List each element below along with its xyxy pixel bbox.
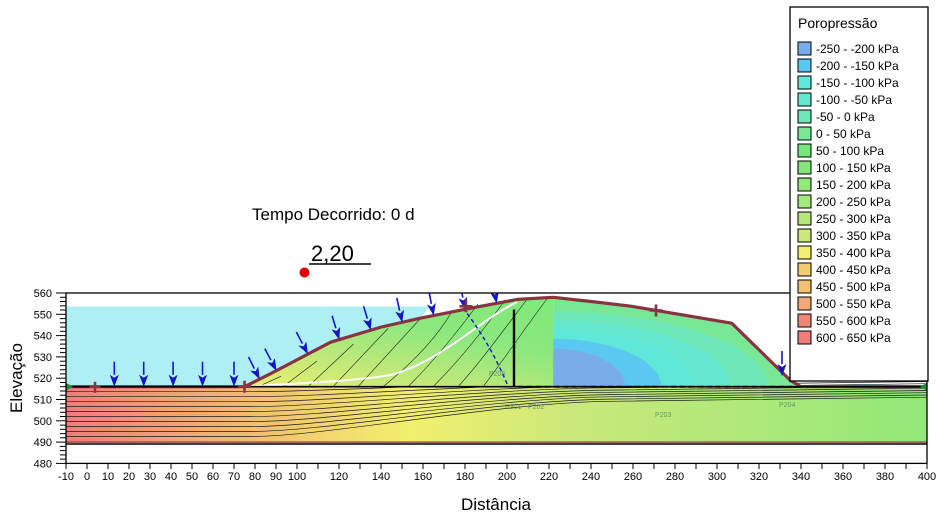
- svg-text:450 - 500 kPa: 450 - 500 kPa: [816, 280, 891, 294]
- svg-text:530: 530: [34, 352, 52, 364]
- svg-text:250 - 300 kPa: 250 - 300 kPa: [816, 212, 891, 226]
- svg-text:10: 10: [102, 471, 114, 483]
- svg-text:280: 280: [666, 471, 684, 483]
- svg-text:490: 490: [34, 437, 52, 449]
- svg-text:-100 - -50 kPa: -100 - -50 kPa: [816, 93, 892, 107]
- svg-text:520: 520: [34, 373, 52, 385]
- svg-text:300: 300: [708, 471, 726, 483]
- svg-text:240: 240: [582, 471, 600, 483]
- svg-text:300 - 350 kPa: 300 - 350 kPa: [816, 229, 891, 243]
- svg-text:20: 20: [123, 471, 135, 483]
- svg-text:-250 - -200 kPa: -250 - -200 kPa: [816, 42, 899, 56]
- svg-text:320: 320: [750, 471, 768, 483]
- svg-text:0: 0: [84, 471, 90, 483]
- svg-text:Elevação: Elevação: [7, 343, 26, 413]
- svg-text:50 - 100 kPa: 50 - 100 kPa: [816, 144, 884, 158]
- svg-text:510: 510: [34, 395, 52, 407]
- svg-text:160: 160: [414, 471, 432, 483]
- svg-text:120: 120: [330, 471, 348, 483]
- svg-text:480: 480: [34, 458, 52, 470]
- svg-text:-50 - 0 kPa: -50 - 0 kPa: [816, 110, 875, 124]
- svg-text:-10: -10: [58, 471, 74, 483]
- svg-text:150 - 200 kPa: 150 - 200 kPa: [816, 178, 891, 192]
- svg-text:180: 180: [456, 471, 474, 483]
- svg-text:40: 40: [165, 471, 177, 483]
- svg-text:200 - 250 kPa: 200 - 250 kPa: [816, 195, 891, 209]
- svg-text:-200 - -150 kPa: -200 - -150 kPa: [816, 59, 899, 73]
- svg-text:100: 100: [288, 471, 306, 483]
- svg-text:140: 140: [372, 471, 390, 483]
- svg-text:P204: P204: [779, 402, 795, 409]
- svg-text:30: 30: [144, 471, 156, 483]
- svg-text:600 - 650 kPa: 600 - 650 kPa: [816, 331, 891, 345]
- svg-text:260: 260: [624, 471, 642, 483]
- svg-text:220: 220: [540, 471, 558, 483]
- svg-text:Tempo Decorrido: 0 d: Tempo Decorrido: 0 d: [252, 205, 415, 224]
- svg-text:540: 540: [34, 331, 52, 343]
- svg-text:80: 80: [249, 471, 261, 483]
- svg-text:400 - 450 kPa: 400 - 450 kPa: [816, 263, 891, 277]
- svg-text:70: 70: [228, 471, 240, 483]
- svg-text:P205: P205: [489, 371, 505, 378]
- svg-text:550 - 600 kPa: 550 - 600 kPa: [816, 314, 891, 328]
- svg-text:-150 - -100 kPa: -150 - -100 kPa: [816, 76, 899, 90]
- svg-text:340: 340: [792, 471, 810, 483]
- svg-text:2,20: 2,20: [311, 241, 354, 266]
- svg-text:0 - 50 kPa: 0 - 50 kPa: [816, 127, 871, 141]
- svg-text:Poropressão: Poropressão: [798, 15, 878, 31]
- svg-text:360: 360: [834, 471, 852, 483]
- svg-text:50: 50: [186, 471, 198, 483]
- svg-text:500: 500: [34, 416, 52, 428]
- svg-text:60: 60: [207, 471, 219, 483]
- svg-text:350 - 400 kPa: 350 - 400 kPa: [816, 246, 891, 260]
- svg-text:100 - 150 kPa: 100 - 150 kPa: [816, 161, 891, 175]
- svg-text:P203: P203: [655, 412, 671, 419]
- svg-text:380: 380: [876, 471, 894, 483]
- svg-text:Distância: Distância: [461, 495, 531, 514]
- svg-text:200: 200: [498, 471, 516, 483]
- svg-text:400: 400: [918, 471, 936, 483]
- svg-text:500 - 550 kPa: 500 - 550 kPa: [816, 297, 891, 311]
- svg-text:P202: P202: [528, 404, 544, 411]
- svg-text:P201: P201: [505, 404, 521, 411]
- svg-text:90: 90: [270, 471, 282, 483]
- svg-text:560: 560: [34, 288, 52, 300]
- svg-text:550: 550: [34, 309, 52, 321]
